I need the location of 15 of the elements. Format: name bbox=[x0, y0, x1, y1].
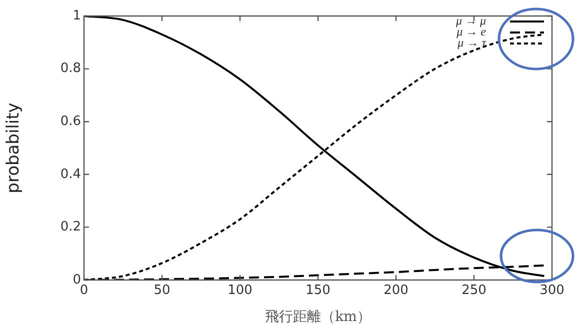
x-axis-title: 飛行距離（km） bbox=[265, 309, 371, 326]
y-tick-label: 0.6 bbox=[60, 114, 81, 129]
legend-label: μ → μ bbox=[454, 14, 486, 28]
y-axis-title: probability bbox=[4, 102, 24, 194]
y-tick-label: 0.8 bbox=[60, 61, 81, 76]
y-tick-label: 0 bbox=[72, 272, 81, 288]
x-tick-label: 150 bbox=[306, 283, 330, 298]
y-tick-label: 0.4 bbox=[60, 166, 81, 182]
x-tick-label: 250 bbox=[462, 283, 486, 298]
y-tick-label: 0.2 bbox=[60, 220, 81, 235]
x-tick-label: 300 bbox=[540, 283, 564, 298]
x-tick-label: 200 bbox=[384, 283, 408, 298]
y-tick-label: 1 bbox=[72, 8, 81, 24]
x-tick-label: 100 bbox=[228, 283, 252, 298]
x-tick-label: 50 bbox=[154, 283, 170, 298]
